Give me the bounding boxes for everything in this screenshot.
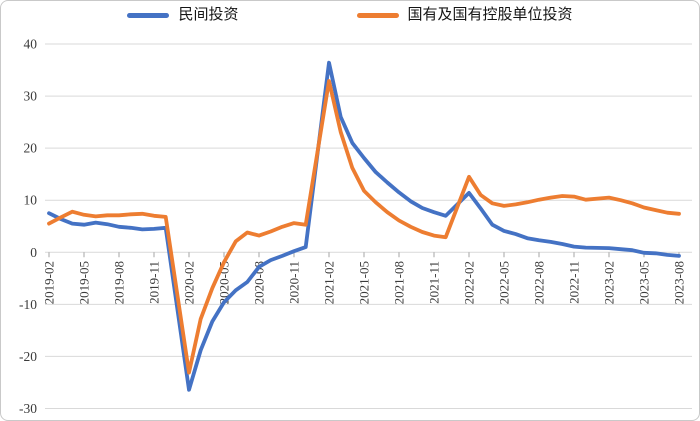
x-tick-label: 2022-08 — [532, 261, 547, 304]
x-tick-label: 2022-05 — [497, 261, 512, 304]
y-tick-label: 40 — [24, 37, 38, 52]
y-tick-label: -20 — [19, 349, 37, 364]
y-tick-label: -30 — [19, 401, 37, 416]
soe-series-swatch-icon — [356, 13, 399, 18]
x-tick-label: 2019-02 — [42, 261, 57, 304]
y-tick-label: 30 — [24, 89, 38, 104]
y-tick-label: -10 — [19, 297, 37, 312]
x-tick-label: 2023-08 — [672, 261, 687, 304]
x-tick-label: 2023-05 — [637, 261, 652, 304]
x-tick-label: 2019-08 — [112, 261, 127, 304]
legend-item-soe: 国有及国有控股单位投资 — [356, 7, 573, 23]
private-series-swatch-icon — [127, 13, 170, 18]
x-tick-label: 2020-11 — [287, 261, 302, 304]
y-tick-label: 10 — [24, 193, 38, 208]
chart-legend: 民间投资 国有及国有控股单位投资 — [1, 8, 699, 23]
y-tick-label: 20 — [24, 141, 38, 156]
x-tick-label: 2021-08 — [392, 261, 407, 304]
x-tick-label: 2021-11 — [427, 261, 442, 304]
x-tick-label: 2020-02 — [182, 261, 197, 304]
series-line-soe — [47, 79, 681, 375]
x-tick-label: 2022-11 — [567, 261, 582, 304]
legend-label-private: 民间投资 — [178, 7, 239, 23]
x-tick-label: 2021-05 — [357, 261, 372, 304]
x-tick-label: 2019-11 — [147, 261, 162, 304]
x-tick-label: 2021-02 — [322, 261, 337, 304]
x-tick-label: 2023-02 — [602, 261, 617, 304]
x-tick-label: 2019-05 — [77, 261, 92, 304]
legend-label-soe: 国有及国有控股单位投资 — [407, 7, 573, 23]
series-line-private — [47, 60, 681, 392]
legend-item-private: 民间投资 — [127, 7, 239, 23]
y-tick-label: 0 — [30, 245, 37, 260]
x-tick-label: 2022-02 — [462, 261, 477, 304]
